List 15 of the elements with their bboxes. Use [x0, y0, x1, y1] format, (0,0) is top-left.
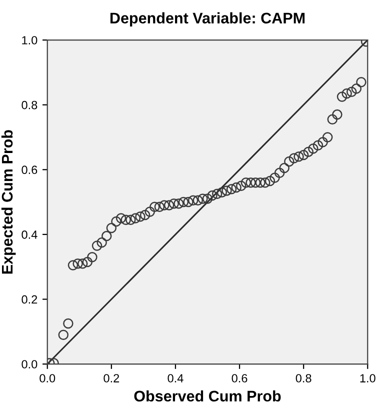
- y-tick-label: 0.6: [22, 166, 38, 174]
- x-tick-label: 0.6: [232, 374, 248, 382]
- x-axis-title: Observed Cum Prob: [134, 390, 281, 402]
- x-tick-label: 0.4: [168, 374, 184, 382]
- x-tick-label: 0.2: [104, 374, 120, 382]
- y-tick-label: 0.8: [22, 100, 38, 110]
- y-tick-label: 1.0: [22, 36, 38, 44]
- x-tick-label: 0.8: [296, 374, 312, 382]
- y-tick-label: 0.4: [22, 230, 38, 239]
- y-tick-label: 0.2: [22, 295, 38, 304]
- x-tick-label: 0.0: [40, 374, 56, 382]
- x-tick-label: 1.0: [360, 374, 376, 382]
- y-tick-label: 0.0: [22, 360, 38, 368]
- y-axis-title: Expected Cum Prob: [1, 130, 16, 274]
- chart-title: Dependent Variable: CAPM: [110, 12, 305, 27]
